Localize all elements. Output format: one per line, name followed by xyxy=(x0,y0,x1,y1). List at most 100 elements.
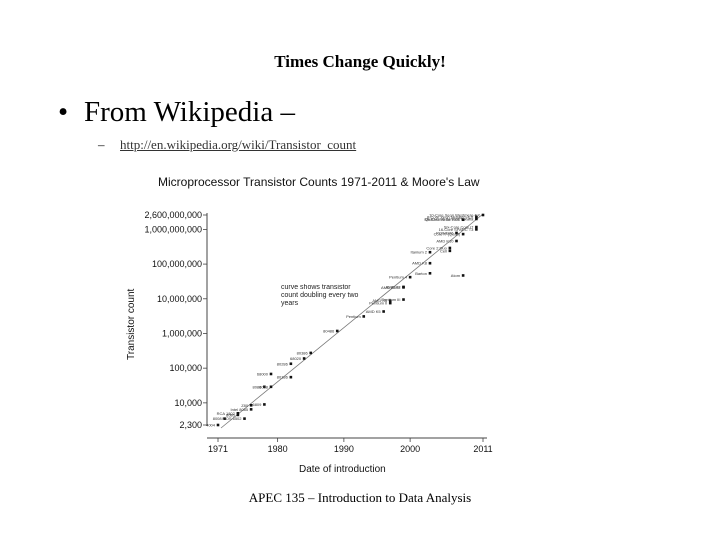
data-point-label: 68000 xyxy=(257,371,269,376)
bullet-symbol: • xyxy=(58,96,69,128)
x-tick-label: 1990 xyxy=(334,444,354,454)
data-point xyxy=(388,299,392,303)
data-point xyxy=(309,351,313,355)
bullet-text: From Wikipedia – xyxy=(84,96,295,128)
data-point-label: POWER6 xyxy=(436,230,454,235)
data-point xyxy=(263,403,266,406)
data-point xyxy=(448,246,452,250)
data-point xyxy=(382,310,385,313)
sub-bullet-item: – http://en.wikipedia.org/wiki/Transistor… xyxy=(98,137,356,153)
y-tick-label: 10,000,000 xyxy=(157,294,202,304)
data-point-label: Z80 xyxy=(241,403,249,408)
data-point-label: 68020 xyxy=(290,356,302,361)
data-point xyxy=(428,271,432,275)
bullet-item: • From Wikipedia – xyxy=(58,96,295,129)
data-point xyxy=(302,357,306,360)
data-point-label: 80186 xyxy=(277,375,289,380)
slide-footer: APEC 135 – Introduction to Data Analysis xyxy=(248,490,472,505)
data-point xyxy=(289,362,293,366)
data-point xyxy=(455,231,458,235)
data-point xyxy=(335,329,339,333)
data-point-label: 80386 xyxy=(297,350,309,355)
data-point xyxy=(263,385,266,389)
data-point xyxy=(236,413,240,417)
data-point-label: AMD K8 xyxy=(412,261,428,266)
data-point xyxy=(249,408,253,411)
data-point-label: Pentium xyxy=(346,314,361,319)
data-point xyxy=(428,261,432,265)
annotation-box: curve shows transistor count doubling ev… xyxy=(281,284,359,307)
y-axis-label: Transistor count xyxy=(126,288,137,360)
data-point-label: Six-Core Xeon 7400 xyxy=(424,217,461,222)
data-point-label: MOS 6502 xyxy=(222,416,242,421)
y-tick-label: 100,000,000 xyxy=(152,259,202,269)
data-point xyxy=(461,274,465,277)
data-point xyxy=(475,215,478,219)
data-point-label: 6809 xyxy=(252,402,262,407)
data-point xyxy=(481,213,485,217)
data-point xyxy=(461,218,465,222)
data-point-label: 16-Core SPARC T3 xyxy=(439,227,475,232)
data-point-label: Pentium II xyxy=(369,301,387,306)
data-point xyxy=(236,412,240,415)
data-point-label: 10-Core Xeon Westmere-EX xyxy=(429,213,480,218)
y-tick-labels: 2,600,000,000 1,000,000,000 100,000,000 10,… xyxy=(144,210,207,430)
x-axis-label: Date of introduction xyxy=(299,464,386,475)
data-point-label: AMD K7 xyxy=(386,284,402,289)
x-tick-label: 1980 xyxy=(268,444,288,454)
data-point-label: 8008 xyxy=(213,416,223,421)
data-point-label: Intel 8085 xyxy=(231,407,249,412)
x-tick-label: 2011 xyxy=(473,444,492,454)
data-point xyxy=(402,285,405,289)
data-point xyxy=(448,249,452,253)
data-point xyxy=(461,232,465,236)
sub-bullet-dash: – xyxy=(98,137,105,152)
wikipedia-link[interactable]: http://en.wikipedia.org/wiki/Transistor_… xyxy=(120,137,357,152)
x-tick-label: 1971 xyxy=(208,444,228,454)
data-point xyxy=(408,275,412,279)
data-point-label: Pentium III xyxy=(381,297,400,302)
data-point-label: 8080 xyxy=(226,412,236,417)
data-point xyxy=(289,375,293,379)
data-point-label: 80286 xyxy=(277,361,289,366)
data-point xyxy=(269,372,273,376)
data-point-label: Core 2 Duo xyxy=(426,245,447,250)
data-point xyxy=(402,298,405,301)
data-point xyxy=(249,404,253,407)
data-point xyxy=(475,217,478,221)
slide-title: Times Change Quickly! xyxy=(274,52,446,71)
y-tick-label: 10,000 xyxy=(174,398,202,408)
data-point-label: 4004 xyxy=(206,423,216,428)
y-tick-label: 100,000 xyxy=(169,363,202,373)
data-point-label: AMD K6-III xyxy=(381,285,401,290)
data-point-label: Barton xyxy=(415,271,427,276)
data-point-label: Pentium 4 xyxy=(389,275,408,280)
data-point-label: 8086 xyxy=(252,384,262,389)
data-point xyxy=(475,225,478,229)
chart-annotation: curve shows transistor count doubling ev… xyxy=(281,284,359,307)
data-point-label: AMD K10 xyxy=(436,238,454,243)
data-point xyxy=(216,423,220,427)
data-point-label: AMD K5 xyxy=(366,309,382,314)
x-tick-label: 2000 xyxy=(400,444,420,454)
data-point xyxy=(223,417,226,420)
data-point xyxy=(475,228,478,231)
data-point-label: 80486 xyxy=(323,328,335,333)
data-point-label: AMD K6 xyxy=(372,298,388,303)
data-point-label: RCA 1802 xyxy=(217,411,236,416)
y-tick-label: 2,300 xyxy=(179,420,202,430)
data-point xyxy=(243,417,246,420)
y-tick-label: 2,600,000,000 xyxy=(144,210,202,220)
x-tick-labels: 1971 1980 1990 2000 2011 xyxy=(208,438,493,454)
data-point-label: Quad-Core Itanium Tukwila xyxy=(425,216,474,221)
data-point xyxy=(455,239,458,243)
data-point-label: Six-Core Core i7 xyxy=(444,225,474,230)
data-point-label: Atom xyxy=(451,273,461,278)
data-point xyxy=(428,250,432,254)
data-point-label: Cell xyxy=(440,248,447,253)
data-point xyxy=(269,385,273,389)
y-tick-label: 1,000,000,000 xyxy=(144,224,202,234)
data-point-label: Itanium 2 xyxy=(411,250,428,255)
data-point-label: Core i7 (Quad) xyxy=(434,232,461,237)
